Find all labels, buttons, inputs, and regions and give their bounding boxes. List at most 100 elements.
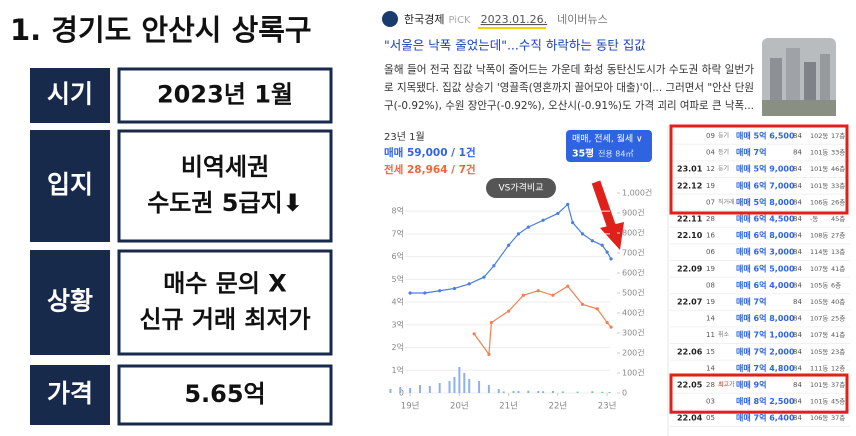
x-tick-label: 21년	[499, 401, 518, 412]
table-cell: 84	[793, 281, 802, 289]
news-body: 올해 들어 전국 집값 낙폭이 줄어드는 가운데 화성 동탄신도시가 수도권 하…	[384, 63, 754, 76]
volume-bar	[448, 381, 451, 393]
table-cell: 매매 7억 2,000	[736, 346, 795, 356]
x-tick-label: 22년	[549, 401, 568, 412]
table-cell: 84	[793, 331, 802, 339]
table-cell: 105동	[810, 348, 828, 356]
table-cell: 22.04	[677, 414, 703, 423]
volume-bar	[512, 391, 515, 393]
row-value: 2023년 1월	[157, 81, 293, 109]
row-label: 시기	[47, 80, 93, 109]
value-box	[117, 364, 333, 426]
volume-bar	[478, 381, 481, 393]
thumbnail	[762, 38, 836, 116]
volume-bar	[463, 373, 466, 393]
table-cell: 84	[793, 198, 802, 206]
table-cell: 27층	[831, 231, 845, 240]
table-cell: 84	[793, 414, 802, 422]
news-headline[interactable]: "서울은 낙폭 줄었는데"...수직 하락하는 동탄 집값	[384, 38, 646, 53]
table-cell: 06	[706, 248, 715, 256]
table-cell: 취소	[718, 331, 730, 339]
price-point	[467, 282, 471, 286]
price-point	[580, 232, 585, 236]
table-cell: 22.07	[677, 298, 702, 307]
table-cell: 37층	[831, 380, 845, 389]
table-cell: 05	[706, 414, 715, 422]
y2-tick-label: 1,000건	[622, 188, 652, 198]
compare-button[interactable]	[486, 178, 556, 198]
table-cell: 07	[706, 198, 715, 206]
table-cell: 106동	[810, 414, 828, 422]
table-cell: 23.01	[677, 165, 703, 174]
price-point	[595, 307, 599, 311]
row-value: 신규 거래 최저가	[139, 306, 310, 334]
value-box	[117, 249, 333, 356]
table-cell: 101동	[810, 398, 828, 406]
volume-bar	[468, 379, 471, 393]
volume-bar	[502, 391, 505, 393]
volume-bar	[601, 391, 604, 393]
row-label: 입지	[47, 170, 93, 199]
y2-tick-label: 700건	[622, 248, 645, 258]
table-cell: 84	[793, 381, 802, 389]
volume-bar	[576, 391, 579, 393]
chart-month: 23년 1월	[384, 131, 425, 143]
table-cell: 84	[793, 265, 802, 273]
y2-tick-label: 100건	[622, 368, 645, 378]
volume-bar	[487, 385, 490, 393]
x-tick-label: 23년	[598, 401, 617, 412]
price-point	[472, 332, 476, 336]
y-tick-label: 6억	[392, 251, 404, 261]
price-point	[526, 225, 530, 229]
volume-bar	[608, 392, 611, 393]
x-tick-label: 20년	[450, 401, 469, 412]
table-cell: 84	[793, 315, 802, 323]
row-value: 비역세권	[181, 153, 269, 181]
table-cell: 26층	[831, 197, 845, 206]
price-point	[438, 289, 442, 293]
table-cell: 매매 7억 4,800	[736, 363, 795, 373]
table-cell: 09	[706, 132, 715, 140]
table-cell: 22.11	[677, 215, 703, 224]
price-point	[609, 325, 613, 329]
label-box	[30, 68, 110, 123]
table-cell: 매매 5억 9,000	[736, 164, 795, 174]
volume-bar	[389, 389, 392, 393]
table-cell: 84	[793, 348, 802, 356]
price-line	[473, 285, 612, 357]
table-cell: 107동	[810, 265, 828, 273]
volume-bar	[409, 388, 412, 393]
price-point	[487, 352, 491, 356]
row-label: 가격	[47, 379, 93, 408]
table-cell: 17층	[831, 131, 845, 140]
y-tick-label: 0	[399, 389, 404, 398]
table-cell: 46층	[831, 164, 845, 173]
filter-size: 35평	[572, 148, 594, 160]
price-point	[571, 220, 575, 225]
table-cell: 04	[706, 149, 715, 157]
red-arrow	[591, 180, 624, 250]
price-point	[605, 320, 609, 325]
table-cell: 매매 6억 7,000	[736, 180, 795, 190]
table-cell: 매매 6억 8,000	[736, 230, 795, 240]
table-cell: 매매 8억 2,500	[736, 396, 795, 406]
table-cell: 102동	[810, 132, 828, 140]
table-cell: 매매 5억 6,500	[736, 131, 795, 141]
table-cell: 84	[793, 165, 802, 173]
table-cell: 03	[706, 398, 715, 406]
filter-box[interactable]	[566, 130, 652, 162]
label-box	[30, 250, 110, 355]
table-cell: 84	[793, 248, 802, 256]
table-cell: 16	[706, 232, 715, 240]
table-cell: 108동	[810, 232, 828, 240]
value-box	[117, 67, 333, 124]
table-cell: 등기	[718, 165, 729, 173]
table-cell: 매매 6억 5,000	[736, 263, 795, 273]
table-cell: 매매 6억 3,000	[736, 247, 795, 257]
volume-bar	[527, 390, 530, 393]
table-cell: 14	[706, 315, 715, 323]
table-cell: 111동	[810, 364, 828, 372]
table-cell: 84	[793, 298, 802, 306]
table-cell: 최고가	[718, 381, 735, 389]
